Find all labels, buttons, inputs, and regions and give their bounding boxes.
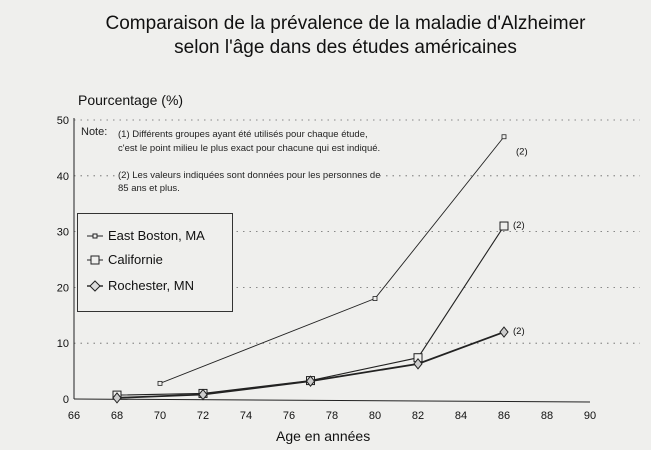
square-marker-icon: [87, 255, 103, 264]
chart-title-line2: selon l'âge dans des études américaines: [174, 37, 517, 58]
x-tick-label: 82: [412, 410, 424, 422]
data-point-marker: [499, 221, 509, 231]
legend-label: Rochester, MN: [108, 278, 194, 293]
legend-item-californie: Californie: [86, 252, 163, 267]
legend: East Boston, MA Californie Rochester, MN: [77, 213, 233, 312]
annotation-label: (2): [513, 220, 525, 231]
note-1-line-2: c'est le point milieu le plus exact pour…: [118, 143, 381, 154]
x-tick-label: 72: [197, 410, 209, 422]
annotation-label: (2): [516, 147, 528, 158]
note-2-line-1: (2) Les valeurs indiquées sont données p…: [118, 169, 381, 182]
y-tick-label: 10: [57, 338, 69, 350]
data-point-marker: [157, 380, 163, 386]
legend-label: Californie: [108, 252, 163, 267]
data-point-marker: [499, 326, 509, 338]
y-axis-label: Pourcentage (%): [78, 92, 184, 108]
y-tick-label: 20: [57, 282, 69, 294]
data-point-marker: [372, 296, 378, 301]
legend-item-rochester: Rochester, MN: [86, 278, 194, 293]
x-tick-label: 86: [498, 410, 510, 422]
data-point-marker: [501, 134, 507, 140]
annotation-label: (2): [513, 326, 525, 337]
y-tick-label: 0: [63, 394, 69, 406]
x-tick-label: 74: [240, 410, 252, 422]
x-tick-label: 84: [455, 410, 467, 422]
x-axis-line: [73, 398, 591, 403]
note-2-line-2: 85 ans et plus.: [118, 183, 180, 194]
data-point-marker: [112, 392, 122, 404]
diamond-marker-icon: [87, 279, 103, 292]
x-tick-label: 88: [541, 410, 553, 422]
data-point-marker: [305, 375, 316, 387]
x-tick-label: 70: [154, 410, 166, 422]
data-point-marker: [413, 358, 423, 370]
x-axis-label: Age en années: [276, 428, 371, 444]
y-tick-label: 40: [57, 171, 69, 183]
y-tick-label: 50: [57, 115, 69, 127]
data-point-marker: [198, 388, 208, 401]
x-tick-label: 80: [369, 410, 381, 422]
x-tick-label: 78: [326, 410, 338, 422]
note-label: Note:: [81, 126, 108, 138]
chart-title-line1: Comparaison de la prévalence de la malad…: [105, 13, 586, 34]
legend-item-east-boston: East Boston, MA: [86, 228, 205, 243]
small-square-marker-icon: [87, 233, 103, 238]
note-1-line-1: (1) Différents groupes ayant été utilisé…: [118, 129, 368, 140]
series-line: [116, 331, 505, 399]
x-tick-label: 90: [584, 410, 596, 422]
x-tick-label: 68: [111, 410, 123, 422]
x-tick-label: 66: [68, 410, 80, 422]
y-tick-label: 30: [57, 227, 69, 239]
x-tick-label: 76: [283, 410, 295, 422]
legend-label: East Boston, MA: [108, 228, 205, 243]
